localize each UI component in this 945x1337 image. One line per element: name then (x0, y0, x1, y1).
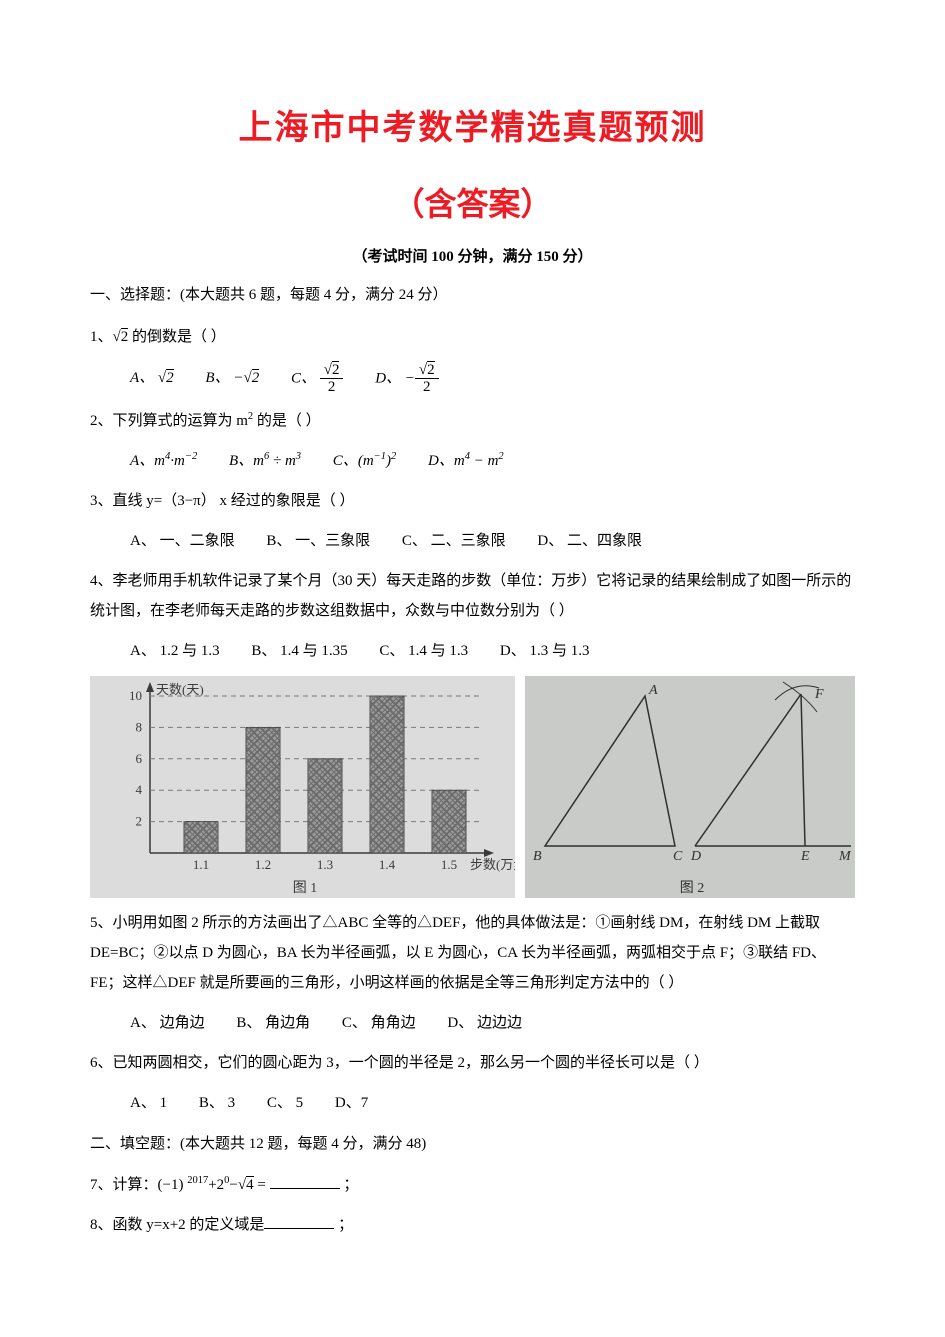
svg-text:1.1: 1.1 (193, 857, 209, 872)
svg-text:天数(天): 天数(天) (156, 682, 204, 697)
q6-A: A、 1 (130, 1088, 167, 1118)
svg-text:6: 6 (136, 750, 143, 765)
q5-B: B、 角边角 (236, 1008, 310, 1038)
q4-C: C、 1.4 与 1.3 (379, 636, 468, 666)
q7-blank (270, 1173, 340, 1189)
question-8: 8、函数 y=x+2 的定义域是 ； (90, 1210, 855, 1240)
q7-c: − (229, 1177, 237, 1193)
question-3: 3、直线 y=（3−π） x 经过的象限是（ ） (90, 486, 855, 516)
q5-options: A、 边角边 B、 角边角 C、 角角边 D、 边边边 (130, 1008, 855, 1038)
q2-A-pre: A、 (130, 453, 154, 469)
sqrt4-icon: √4 (238, 1176, 254, 1193)
q1-A-label: A、 (130, 370, 154, 386)
svg-text:图 1: 图 1 (293, 881, 318, 896)
opt-sqrt2-icon: √2 (158, 369, 174, 386)
q6-C: C、 5 (267, 1088, 303, 1118)
q1-stem-a: 1、 (90, 329, 113, 345)
q2-options: A、m4·m−2 B、m6 ÷ m3 C、(m−1)2 D、m4 − m2 (130, 446, 855, 476)
svg-text:F: F (814, 687, 824, 702)
q4-B: B、 1.4 与 1.35 (251, 636, 347, 666)
q1-B-label: B、 (205, 370, 229, 386)
q6-B: B、 3 (199, 1088, 235, 1118)
q2-D-pre: D、 (428, 453, 454, 469)
svg-text:图 2: 图 2 (680, 881, 705, 896)
q2-C-pre: C、 (333, 453, 358, 469)
svg-text:1.2: 1.2 (255, 857, 271, 872)
svg-text:2: 2 (136, 813, 143, 828)
q8-tail: ； (334, 1217, 353, 1233)
svg-text:8: 8 (136, 719, 143, 734)
q8-blank (264, 1213, 334, 1229)
section-2-heading: 二、填空题：(本大题共 12 题，每题 4 分，满分 48) (90, 1130, 855, 1159)
svg-text:1.5: 1.5 (441, 857, 457, 872)
section-1-heading: 一、选择题：(本大题共 6 题，每题 4 分，满分 24 分） (90, 281, 855, 310)
svg-text:M: M (838, 849, 852, 864)
q2-B-pre: B、 (229, 453, 253, 469)
question-1: 1、√2 的倒数是（ ） (90, 322, 855, 352)
q3-B: B、 一、三象限 (266, 526, 370, 556)
svg-text:B: B (533, 849, 542, 864)
question-4: 4、李老师用手机软件记录了某个月（30 天）每天走路的步数（单位：万步）它将记录… (90, 566, 855, 626)
frac-neg-sqrt2-over-2-icon: √22 (415, 362, 439, 396)
question-6: 6、已知两圆相交，它们的圆心距为 3，一个圆的半径是 2，那么另一个圆的半径长可… (90, 1048, 855, 1078)
q4-A: A、 1.2 与 1.3 (130, 636, 220, 666)
svg-text:C: C (673, 849, 683, 864)
question-7: 7、计算：(−1) 2017+20−√4 = ； (90, 1170, 855, 1200)
figure-1-bar-chart: 2 4 6 8 10 天数(天) 1.1 1.2 1.3 1.4 1.5 步数(万步) 图 1 (90, 676, 515, 898)
svg-text:1.4: 1.4 (379, 857, 396, 872)
q4-options: A、 1.2 与 1.3 B、 1.4 与 1.35 C、 1.4 与 1.3 … (130, 636, 855, 666)
q3-D: D、 二、四象限 (537, 526, 642, 556)
q6-D: D、7 (335, 1088, 368, 1118)
exam-info: （考试时间 100 分钟，满分 150 分） (90, 245, 855, 266)
question-2: 2、下列算式的运算为 m2 的是（ ） (90, 406, 855, 436)
q6-options: A、 1 B、 3 C、 5 D、7 (130, 1088, 855, 1118)
q5-A: A、 边角边 (130, 1008, 205, 1038)
doc-title: 上海市中考数学精选真题预测 (90, 100, 855, 149)
sqrt-2-icon: √2 (113, 328, 129, 345)
q7-d: = (254, 1177, 270, 1193)
q8-stem: 8、函数 y=x+2 的定义域是 (90, 1217, 264, 1233)
q1-stem-b: 的倒数是（ ） (128, 329, 226, 345)
q3-C: C、 二、三象限 (402, 526, 506, 556)
q3-options: A、 一、二象限 B、 一、三象限 C、 二、三象限 D、 二、四象限 (130, 526, 855, 556)
doc-subtitle: （含答案） (90, 179, 855, 225)
svg-text:4: 4 (136, 782, 143, 797)
q5-D: D、 边边边 (447, 1008, 522, 1038)
svg-text:E: E (800, 849, 810, 864)
svg-text:D: D (690, 849, 701, 864)
q7-tail: ； (340, 1177, 359, 1193)
q1-options: A、 √2 B、 −√2 C、 √22 D、 −√22 (130, 362, 855, 396)
q2-stem-b: 的是（ ） (253, 413, 321, 429)
svg-text:步数(万步): 步数(万步) (470, 857, 515, 872)
q5-C: C、 角角边 (342, 1008, 416, 1038)
svg-text:A: A (648, 683, 658, 698)
q2-stem-a: 2、下列算式的运算为 m (90, 413, 248, 429)
q7-a: 7、计算：(−1) (90, 1177, 187, 1193)
opt-neg-sqrt2-icon: √2 (243, 369, 259, 386)
frac-sqrt2-over-2-icon: √22 (320, 362, 344, 396)
svg-text:1.3: 1.3 (317, 857, 333, 872)
q1-C-label: C、 (291, 370, 316, 386)
q3-A: A、 一、二象限 (130, 526, 235, 556)
q4-D: D、 1.3 与 1.3 (500, 636, 590, 666)
figure-2-triangles: A B CD E F M 图 2 (525, 676, 855, 898)
q1-D-label: D、 (375, 370, 401, 386)
question-5: 5、小明用如图 2 所示的方法画出了△ABC 全等的△DEF，他的具体做法是：①… (90, 908, 855, 998)
svg-text:10: 10 (129, 688, 142, 703)
figure-row: 2 4 6 8 10 天数(天) 1.1 1.2 1.3 1.4 1.5 步数(万步) 图 1 A B CD… (90, 676, 855, 898)
q7-b: +2 (208, 1177, 224, 1193)
